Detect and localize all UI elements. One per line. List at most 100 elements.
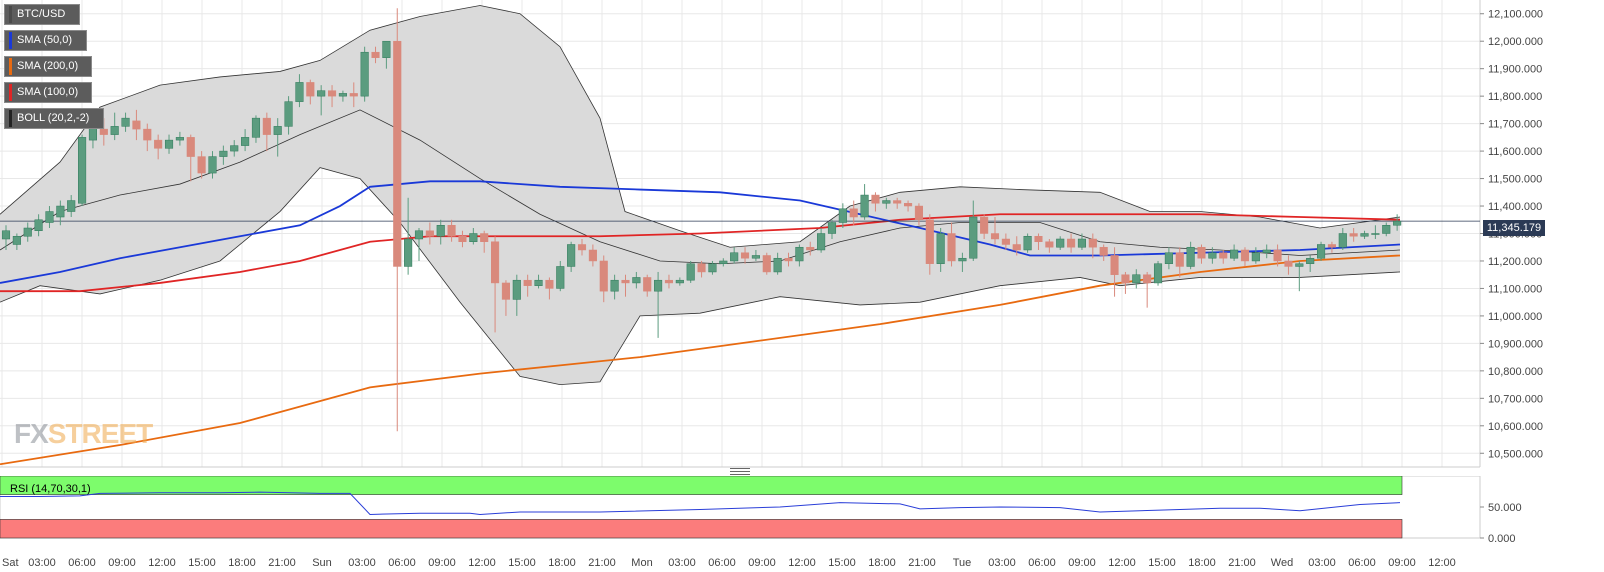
legend-item-sma200[interactable]: SMA (200,0) [4, 56, 92, 77]
x-tick-label: 12:00 [1108, 557, 1136, 569]
candle [208, 151, 217, 179]
candle [1240, 247, 1250, 267]
candle [1262, 244, 1271, 259]
candle [1393, 214, 1402, 231]
candle-body [1001, 238, 1010, 245]
candle-body [393, 40, 402, 267]
candle-body [436, 225, 445, 237]
y-tick-label: 12,000.000 [1488, 36, 1543, 48]
candle [284, 96, 293, 135]
candle [393, 8, 402, 432]
candle [425, 222, 434, 245]
candle-body [371, 51, 380, 58]
fxstreet-logo: FXSTREET [14, 418, 153, 450]
candle-body [404, 238, 413, 267]
candle-body [773, 257, 782, 273]
time-axis: Sat 03:00 06:00 09:00 12:00 15:00 18:00 21:00 Su… [2, 557, 1456, 569]
candle [936, 228, 945, 272]
candle-body [327, 90, 337, 97]
candle-body [1284, 260, 1293, 267]
candle-body [1034, 235, 1043, 242]
candle-body [882, 200, 891, 204]
legend-swatch [9, 6, 12, 23]
candle [1121, 271, 1130, 294]
y-tick-label: 11,700.000 [1488, 119, 1542, 131]
x-tick-label: 06:00 [388, 557, 416, 569]
candle-body [1327, 244, 1336, 248]
indicator-legend: BTC/USD SMA (50,0) SMA (200,0) SMA (100,… [4, 4, 114, 134]
candle-body [556, 266, 565, 289]
sma-200-line [0, 254, 1401, 466]
candle-body [1, 230, 11, 240]
candle [643, 274, 652, 297]
legend-swatch [9, 32, 12, 49]
candle-body [806, 246, 815, 251]
y-tick-label: 12,100.000 [1488, 9, 1543, 21]
legend-item-boll[interactable]: BOLL (20,2,-2) [4, 108, 104, 129]
candle-body [425, 230, 434, 237]
candle [784, 252, 793, 267]
candle-body [295, 82, 304, 102]
y-tick-label: 11,500.000 [1488, 174, 1542, 186]
candle [1099, 244, 1108, 261]
x-tick-label: 18:00 [228, 557, 256, 569]
candle [1295, 260, 1304, 292]
candle [23, 222, 32, 242]
price-chart[interactable]: 10,500.000 10,600.000 10,700.000 10,800.000… [0, 0, 1604, 468]
legend-item-sma50[interactable]: SMA (50,0) [4, 30, 87, 51]
rsi-chart[interactable]: 0.000 50.000 [0, 476, 1604, 552]
x-tick-label: 03:00 [668, 557, 696, 569]
candle [621, 274, 630, 297]
legend-item-sma100[interactable]: SMA (100,0) [4, 82, 92, 103]
candle [121, 112, 130, 132]
candle-body [197, 156, 206, 174]
y-tick-label: 11,800.000 [1488, 91, 1542, 103]
candle [56, 200, 65, 226]
legend-label: BOLL (20,2,-2) [17, 112, 90, 124]
pane-resize-handle[interactable] [730, 468, 750, 475]
candle [1208, 247, 1217, 264]
candle [164, 134, 174, 154]
candle-body [817, 233, 826, 251]
candle [675, 277, 684, 286]
candle [980, 214, 989, 239]
candle [740, 247, 750, 264]
candles [1, 8, 1402, 432]
candle-body [1056, 238, 1065, 248]
candle [849, 200, 858, 226]
candle [317, 85, 326, 116]
candle-body [914, 205, 923, 221]
candle [1186, 241, 1195, 270]
candle [12, 233, 21, 250]
candle-body [990, 233, 1000, 240]
candle [708, 260, 717, 275]
boll-lower [0, 167, 1401, 385]
candle [67, 195, 76, 218]
y-tick-label: 10,600.000 [1488, 421, 1543, 433]
candle [230, 140, 239, 157]
candle [404, 197, 413, 275]
candle-body [491, 241, 500, 284]
candle-body [904, 203, 913, 207]
candle [958, 252, 967, 272]
candle [686, 260, 695, 283]
candle [1230, 244, 1239, 261]
candle-body [1371, 233, 1380, 235]
candle-body [23, 227, 32, 237]
candle [143, 123, 152, 152]
candle-body [621, 279, 630, 284]
candle [1197, 244, 1206, 264]
candle-body [567, 244, 576, 267]
candle-body [458, 235, 467, 242]
legend-item-symbol[interactable]: BTC/USD [4, 4, 80, 25]
candle [860, 184, 869, 220]
candle [34, 214, 43, 237]
candle [273, 118, 282, 157]
candle [447, 219, 456, 242]
candle-body [654, 279, 663, 292]
candle [45, 206, 54, 229]
candle [1132, 269, 1141, 289]
candle [241, 129, 250, 152]
legend-label: BTC/USD [17, 8, 66, 20]
candle-body [1132, 274, 1141, 284]
